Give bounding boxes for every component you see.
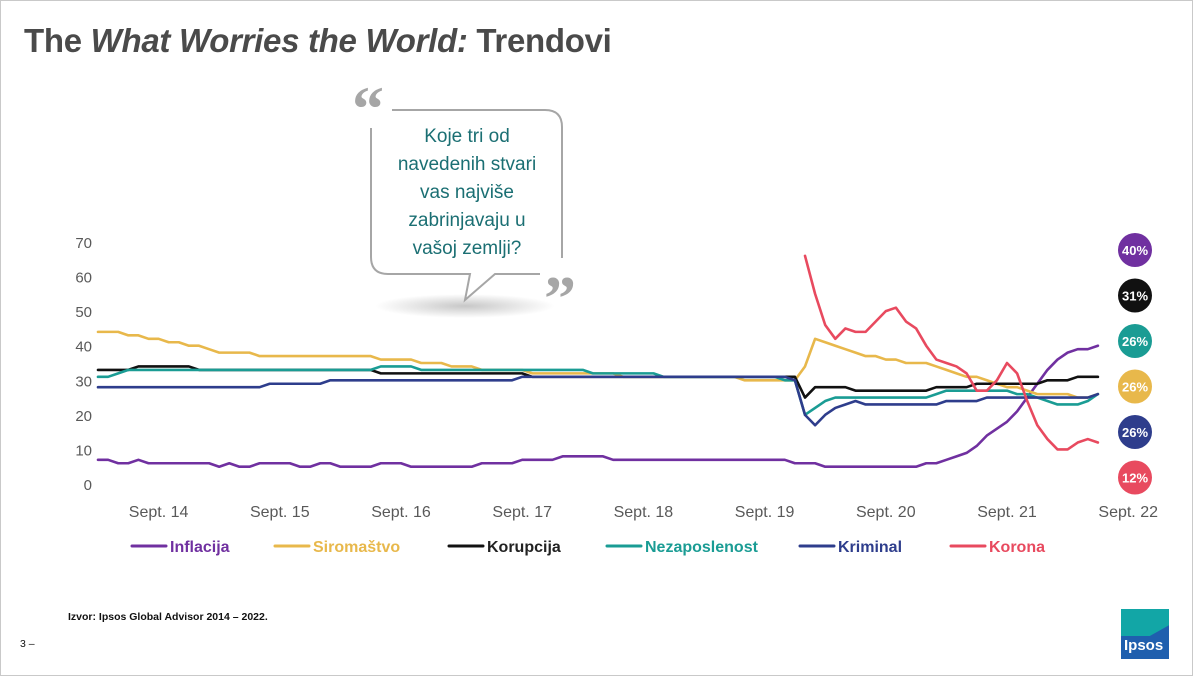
legend-label-nezaposlenost: Nezaposlenost [645, 539, 759, 556]
y-tick-label: 60 [75, 270, 92, 287]
quote-close-icon: ” [544, 263, 576, 334]
legend-label-kriminal: Kriminal [838, 539, 902, 556]
end-badge-korupcija [1118, 278, 1152, 313]
page-number: 3 – [20, 638, 35, 650]
end-label-siromastvo: 26% [1122, 380, 1148, 395]
ipsos-logo: Ipsos [1121, 609, 1169, 659]
series-line-korona [803, 254, 1100, 451]
quote-close-bg [540, 258, 584, 294]
x-tick-label: Sept. 14 [129, 504, 189, 521]
bubble-question-line: Koje tri od [424, 126, 510, 147]
y-tick-label: 40 [75, 339, 92, 356]
end-badge-siromastvo [1118, 369, 1152, 404]
series-line-nezaposlenost [96, 365, 1100, 417]
legend-label-inflacija: Inflacija [170, 539, 230, 556]
bubble-question-line: vas najviše [420, 182, 514, 203]
logo-text: Ipsos [1124, 637, 1164, 654]
quote-open-icon: “ [352, 73, 384, 144]
bubble-shadow [375, 294, 555, 318]
end-label-korona: 12% [1122, 471, 1148, 486]
x-tick-label: Sept. 17 [492, 504, 552, 521]
legend-label-korona: Korona [989, 539, 1045, 556]
source-note: Izvor: Ipsos Global Advisor 2014 – 2022. [68, 611, 268, 623]
x-tick-label: Sept. 19 [735, 504, 795, 521]
bubble-question-line: vašoj zemlji? [413, 238, 522, 259]
y-tick-label: 20 [75, 408, 92, 425]
logo-teal-shape [1121, 609, 1169, 636]
y-tick-label: 0 [84, 477, 92, 494]
x-tick-label: Sept. 21 [977, 504, 1037, 521]
end-badge-korona [1118, 460, 1152, 495]
title-italic: What Worries the World: [90, 22, 468, 59]
title-post: Trendovi [467, 22, 612, 59]
bubble-question-line: navedenih stvari [398, 154, 536, 175]
quote-open-bg [348, 94, 392, 128]
x-tick-label: Sept. 16 [371, 504, 431, 521]
x-tick-label: Sept. 15 [250, 504, 310, 521]
x-tick-label: Sept. 18 [614, 504, 674, 521]
end-badge-kriminal [1118, 415, 1152, 449]
legend-label-korupcija: Korupcija [487, 539, 561, 556]
x-tick-label: Sept. 20 [856, 504, 916, 521]
end-label-inflacija: 40% [1122, 243, 1148, 258]
bubble-question-line: zabrinjavaju u [408, 210, 525, 231]
page-title: The What Worries the World: Trendovi [24, 22, 612, 60]
y-tick-label: 10 [75, 442, 92, 459]
end-label-nezaposlenost: 26% [1122, 334, 1148, 349]
x-tick-label: Sept. 22 [1098, 504, 1158, 521]
legend-label-siromastvo: Siromaštvo [313, 539, 400, 556]
end-badge-inflacija [1118, 233, 1152, 267]
series-line-kriminal [96, 375, 1100, 427]
title-pre: The [24, 22, 91, 59]
y-tick-label: 70 [75, 235, 92, 252]
end-label-kriminal: 26% [1122, 425, 1148, 440]
series-line-inflacija [96, 344, 1100, 469]
y-tick-label: 30 [75, 373, 92, 390]
end-label-korupcija: 31% [1122, 289, 1148, 304]
y-tick-label: 50 [75, 304, 92, 321]
end-badge-nezaposlenost [1118, 324, 1152, 358]
question-bubble: “ ” Koje tri od navedenih stvari vas najvi… [348, 73, 584, 334]
